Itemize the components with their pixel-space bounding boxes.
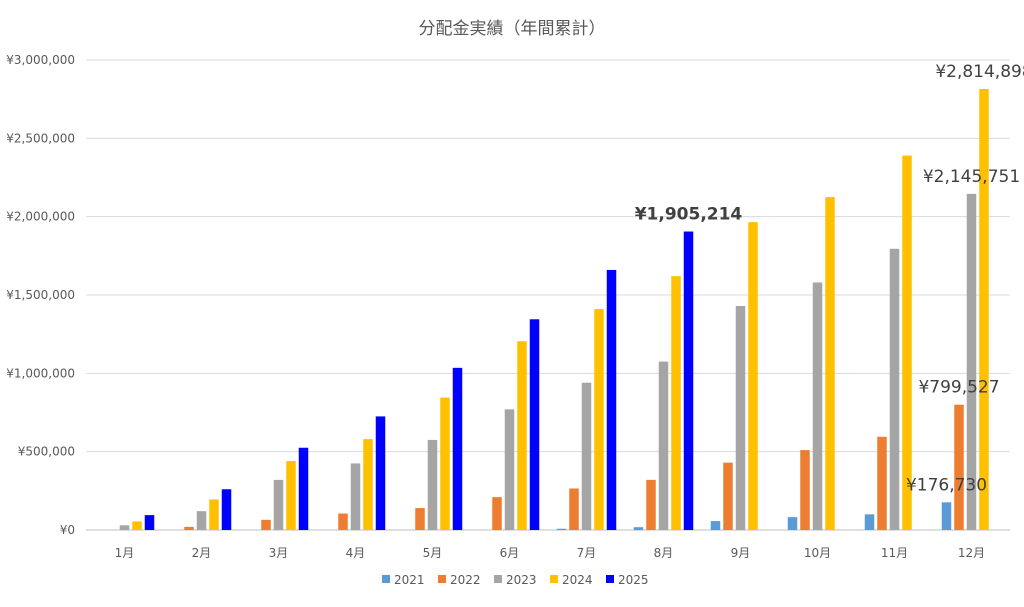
y-axis: ¥0 ¥500,000 ¥1,000,000 ¥1,500,000 ¥2,000,000… — [6, 53, 75, 537]
x-tick-label: 8月 — [654, 546, 674, 560]
x-tick-label: 6月 — [500, 546, 520, 560]
bar-2025 — [452, 367, 463, 530]
legend-swatch — [606, 575, 614, 583]
bar-2021 — [787, 517, 798, 530]
bar-2022 — [184, 526, 194, 530]
data-label: ¥2,145,751 — [923, 167, 1020, 187]
x-tick-label: 1月 — [115, 546, 135, 560]
bar-2025 — [221, 489, 232, 530]
bar-2024 — [209, 499, 219, 530]
bar-2023 — [196, 511, 207, 530]
bar-2023 — [273, 479, 284, 530]
bar-2024 — [440, 397, 450, 530]
legend-label: 2022 — [450, 573, 481, 587]
bar-2025 — [298, 447, 309, 530]
x-axis: 1月 2月 3月 4月 5月 6月 7月 8月 9月 10月 11月 12月 — [115, 546, 985, 560]
bar-2025 — [606, 269, 617, 530]
bar-2022 — [415, 508, 425, 530]
bar-2024 — [748, 222, 758, 530]
bar-2025 — [375, 416, 386, 530]
legend: 2021 2022 2023 2024 2025 — [382, 573, 649, 587]
bar-2024 — [594, 309, 604, 530]
bar-2023 — [581, 382, 592, 530]
chart-title: 分配金実績（年間累計） — [419, 19, 606, 39]
bar-2024 — [825, 197, 835, 531]
legend-label: 2025 — [618, 573, 649, 587]
bar-2023 — [427, 439, 438, 530]
x-tick-label: 3月 — [269, 546, 289, 560]
legend-swatch — [550, 575, 558, 583]
legend-swatch — [382, 575, 390, 583]
data-label: ¥799,527 — [918, 378, 999, 398]
bar-2021 — [864, 514, 875, 530]
bar-2022 — [877, 436, 887, 530]
legend-swatch — [494, 575, 502, 583]
y-tick-label: ¥1,500,000 — [6, 288, 75, 302]
bar-2024 — [902, 155, 912, 531]
bar-2022 — [261, 519, 271, 530]
bar-2025 — [529, 319, 540, 530]
data-annotations: ¥2,814,898 ¥2,145,751 ¥799,527 ¥176,730 ¥1,9… — [635, 62, 1024, 495]
data-label: ¥2,814,898 — [935, 62, 1024, 82]
legend-label: 2024 — [562, 573, 593, 587]
bar-2022 — [569, 488, 579, 530]
bar-2023 — [658, 361, 669, 530]
bar-2024 — [286, 461, 296, 530]
x-tick-label: 4月 — [346, 546, 366, 560]
bar-2023 — [889, 248, 900, 531]
bar-2023 — [966, 193, 977, 530]
data-label: ¥176,730 — [906, 475, 987, 495]
bar-2021 — [633, 527, 644, 530]
y-tick-label: ¥500,000 — [18, 445, 75, 459]
bar-2021 — [556, 528, 567, 530]
bars — [119, 88, 989, 531]
y-tick-label: ¥3,000,000 — [6, 53, 75, 67]
bar-2022 — [800, 450, 810, 530]
bar-2021 — [710, 521, 721, 530]
x-tick-label: 5月 — [423, 546, 443, 560]
x-tick-label: 12月 — [958, 546, 985, 560]
x-tick-label: 11月 — [881, 546, 908, 560]
gridlines — [86, 59, 1010, 531]
data-label: ¥1,905,214 — [635, 205, 743, 225]
bar-2023 — [735, 305, 746, 530]
bar-2022 — [723, 462, 733, 530]
bar-2022 — [646, 479, 656, 530]
y-tick-label: ¥2,500,000 — [6, 131, 75, 145]
legend-swatch — [438, 575, 446, 583]
bar-2024 — [979, 88, 989, 530]
y-tick-label: ¥1,000,000 — [6, 366, 75, 380]
x-tick-label: 2月 — [192, 546, 212, 560]
bar-2021 — [941, 502, 952, 530]
bar-2023 — [504, 409, 515, 530]
bar-2023 — [119, 525, 130, 530]
bar-2022 — [954, 404, 964, 530]
bar-2024 — [363, 439, 373, 530]
legend-label: 2023 — [506, 573, 537, 587]
bar-2022 — [338, 513, 348, 530]
y-tick-label: ¥0 — [60, 523, 75, 537]
bar-2023 — [812, 282, 823, 530]
bar-2025 — [144, 515, 155, 530]
x-tick-label: 7月 — [577, 546, 597, 560]
x-tick-label: 10月 — [804, 546, 831, 560]
bar-2024 — [671, 276, 681, 530]
y-tick-label: ¥2,000,000 — [6, 210, 75, 224]
bar-2025 — [683, 231, 694, 530]
bar-2024 — [517, 341, 527, 530]
bar-2022 — [492, 497, 502, 530]
bar-2023 — [350, 463, 361, 530]
bar-2024 — [132, 521, 142, 530]
x-tick-label: 9月 — [731, 546, 751, 560]
legend-label: 2021 — [394, 573, 425, 587]
